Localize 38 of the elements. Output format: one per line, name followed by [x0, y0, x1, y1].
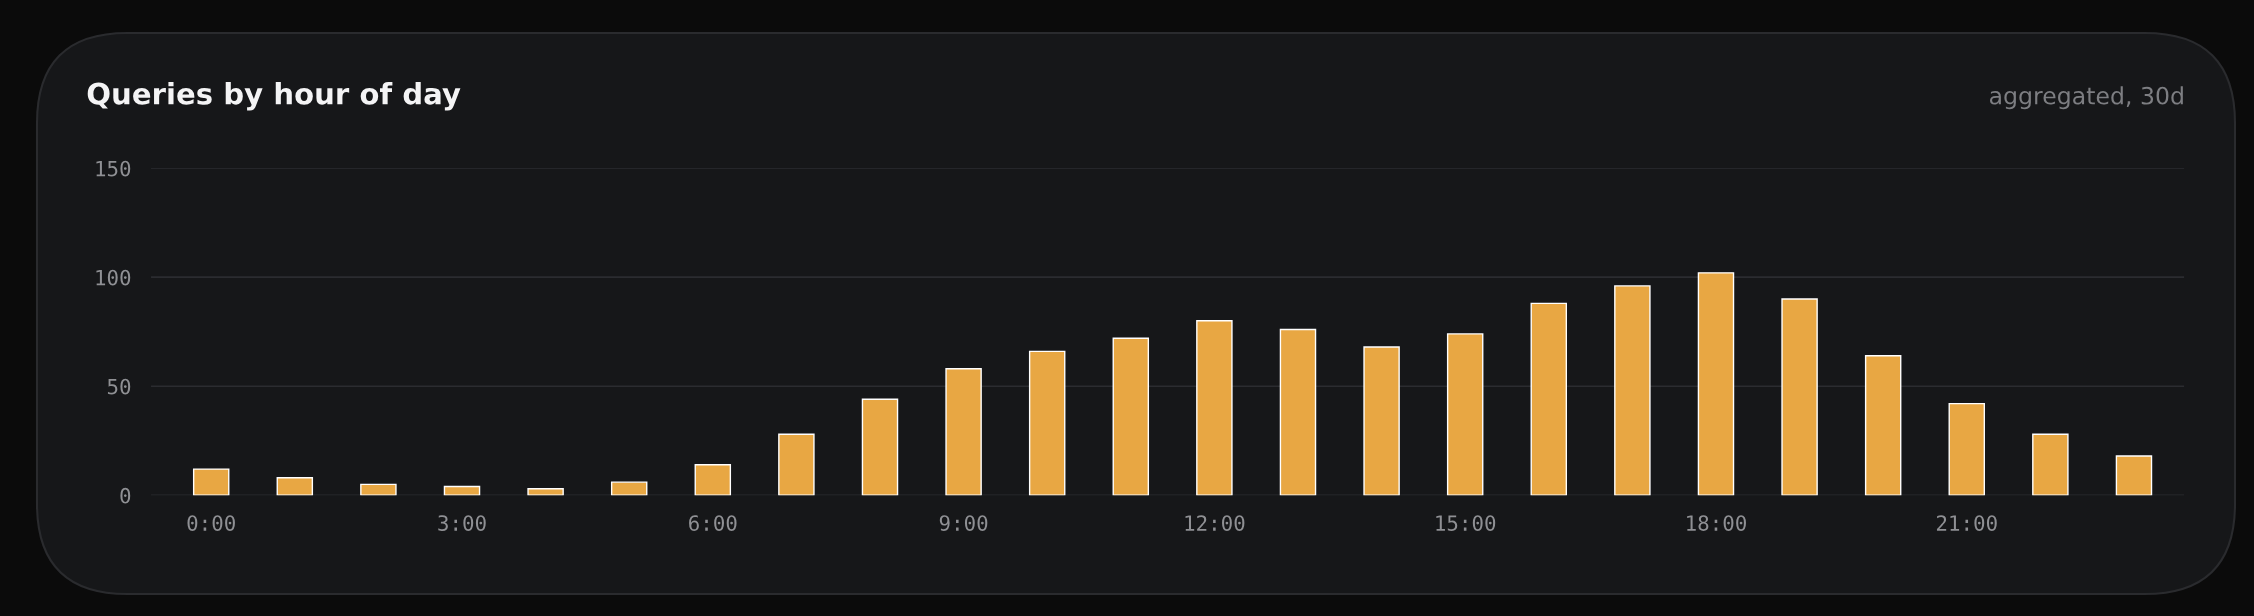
- bar: [527, 488, 564, 496]
- bar: [945, 368, 982, 496]
- bar: [861, 398, 899, 496]
- bar: [2032, 433, 2069, 496]
- bar: [443, 485, 481, 496]
- chart-title: Queries by hour of day: [87, 82, 461, 111]
- bar: [2115, 455, 2153, 496]
- bar: [1948, 402, 1986, 496]
- x-tick-label: 6:00: [689, 515, 737, 531]
- bar: [778, 433, 815, 496]
- bar: [610, 481, 648, 496]
- y-tick-label: 150: [96, 160, 131, 177]
- chart-subtitle: aggregated, 30d: [1989, 86, 2183, 110]
- bar: [1697, 272, 1735, 496]
- x-tick-label: 9:00: [939, 515, 988, 531]
- y-tick-label: 50: [107, 378, 131, 395]
- bar: [1530, 302, 1568, 496]
- bar: [1363, 346, 1400, 496]
- bar: [1028, 350, 1066, 496]
- x-tick-label: 21:00: [1936, 515, 1997, 531]
- x-tick-label: 0:00: [187, 515, 235, 531]
- x-tick-label: 15:00: [1436, 515, 1496, 531]
- bar: [1196, 320, 1233, 496]
- y-tick-label: 0: [120, 487, 131, 504]
- x-tick-label: 12:00: [1185, 515, 1245, 531]
- bar: [360, 483, 397, 496]
- bar: [694, 464, 732, 496]
- bar: [1614, 285, 1651, 496]
- bar: [1112, 337, 1150, 496]
- bar: [192, 468, 230, 496]
- bar: [1279, 328, 1317, 496]
- bar: [276, 477, 314, 496]
- bar: [1446, 333, 1484, 496]
- x-tick-label: 3:00: [438, 515, 486, 531]
- y-tick-label: 100: [96, 269, 131, 286]
- bar: [1864, 355, 1902, 496]
- bar: [1781, 298, 1818, 496]
- x-tick-label: 18:00: [1687, 515, 1746, 531]
